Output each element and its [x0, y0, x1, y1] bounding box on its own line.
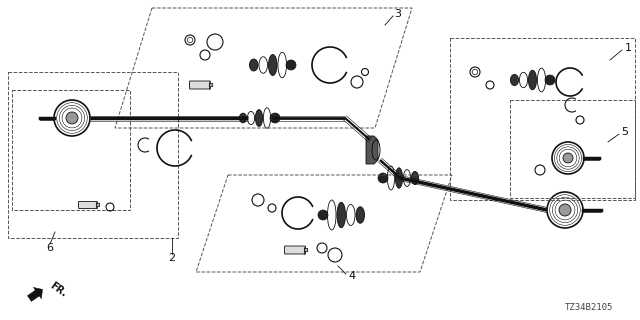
- Polygon shape: [28, 287, 42, 301]
- Circle shape: [286, 60, 296, 70]
- Text: 5: 5: [621, 127, 628, 137]
- Ellipse shape: [396, 168, 403, 188]
- Ellipse shape: [337, 202, 346, 228]
- FancyBboxPatch shape: [96, 203, 100, 207]
- Polygon shape: [366, 136, 378, 164]
- Text: 4: 4: [348, 271, 356, 281]
- FancyBboxPatch shape: [189, 81, 211, 89]
- FancyBboxPatch shape: [209, 83, 212, 87]
- Circle shape: [563, 153, 573, 163]
- Ellipse shape: [412, 172, 419, 185]
- Circle shape: [545, 75, 555, 85]
- Ellipse shape: [511, 75, 518, 86]
- FancyBboxPatch shape: [304, 248, 308, 252]
- Ellipse shape: [529, 70, 536, 90]
- Ellipse shape: [268, 54, 277, 76]
- Circle shape: [66, 112, 78, 124]
- Circle shape: [559, 204, 571, 216]
- Ellipse shape: [255, 109, 262, 126]
- Circle shape: [378, 173, 388, 183]
- Circle shape: [270, 113, 280, 123]
- Text: FR.: FR.: [48, 281, 68, 299]
- Text: 2: 2: [168, 253, 175, 263]
- Text: 6: 6: [47, 243, 54, 253]
- FancyBboxPatch shape: [285, 246, 305, 254]
- Ellipse shape: [239, 113, 246, 123]
- Circle shape: [318, 210, 328, 220]
- Ellipse shape: [356, 207, 365, 223]
- Ellipse shape: [250, 59, 258, 71]
- Text: 3: 3: [394, 9, 401, 19]
- Text: 1: 1: [625, 43, 632, 53]
- FancyBboxPatch shape: [79, 202, 97, 209]
- Text: TZ34B2105: TZ34B2105: [564, 303, 613, 312]
